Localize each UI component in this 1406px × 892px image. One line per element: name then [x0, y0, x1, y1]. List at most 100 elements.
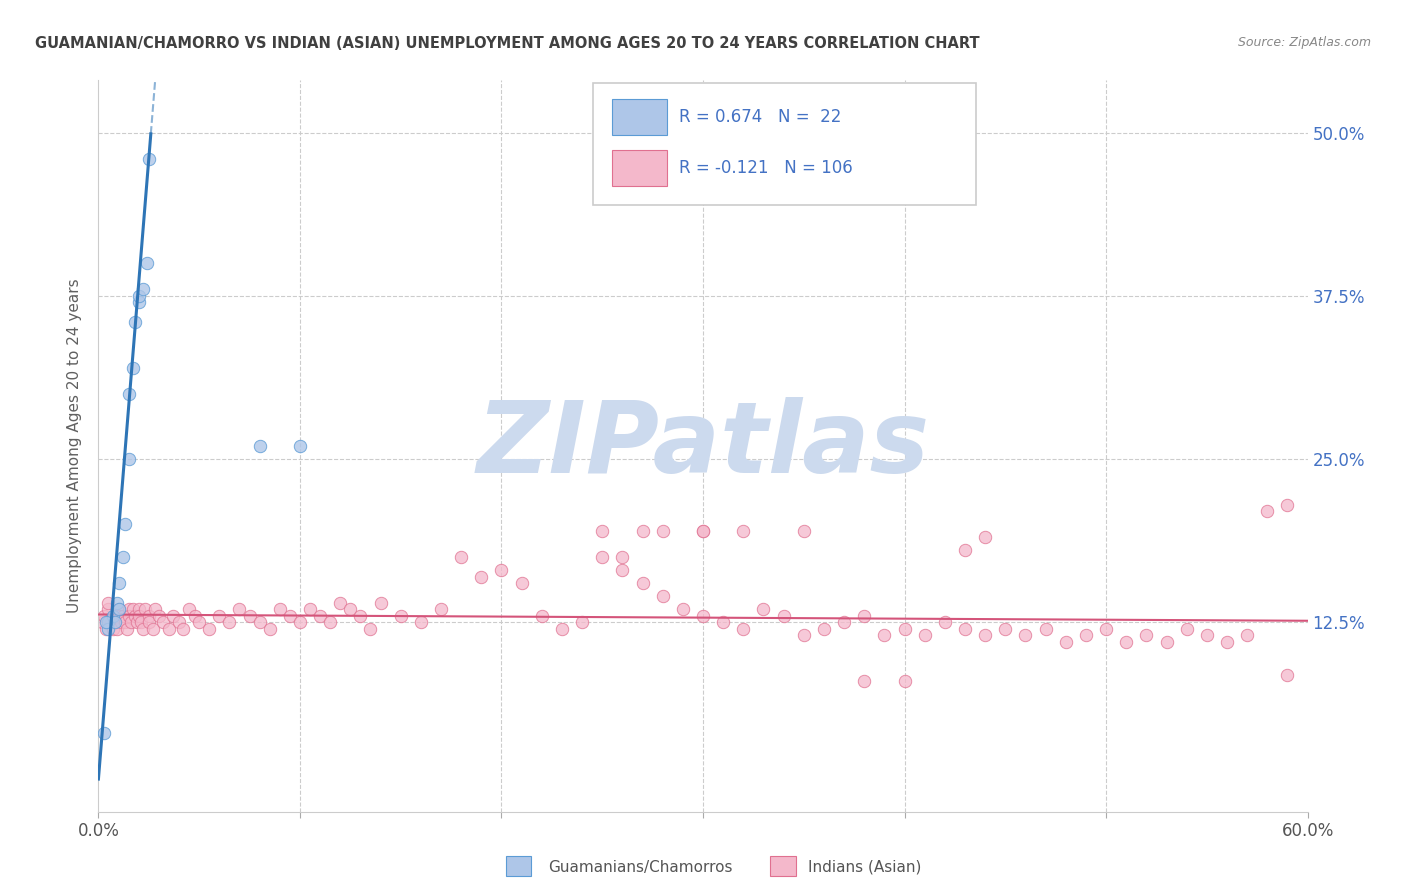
Point: [591, 549, 613, 564]
Point: [132, 622, 155, 636]
Point: [96, 615, 118, 630]
Point: [152, 615, 174, 630]
Point: [118, 608, 141, 623]
Point: [934, 615, 956, 630]
Point: [121, 602, 143, 616]
Point: [114, 517, 136, 532]
Point: [103, 608, 125, 623]
Point: [1135, 628, 1157, 642]
Point: [118, 602, 141, 616]
Point: [132, 282, 155, 296]
Point: [128, 608, 150, 623]
Point: [228, 602, 250, 616]
Point: [893, 674, 915, 689]
Point: [974, 628, 997, 642]
Text: ZIPatlas: ZIPatlas: [477, 398, 929, 494]
Point: [184, 608, 207, 623]
Point: [953, 622, 976, 636]
Text: Indians (Asian): Indians (Asian): [808, 860, 922, 874]
Point: [239, 608, 262, 623]
Point: [793, 524, 815, 538]
Point: [450, 549, 472, 564]
Point: [93, 608, 115, 623]
Point: [692, 608, 714, 623]
Point: [612, 563, 634, 577]
Point: [793, 628, 815, 642]
Point: [249, 615, 271, 630]
Point: [93, 726, 115, 740]
Point: [631, 524, 654, 538]
Point: [1216, 635, 1239, 649]
Point: [288, 439, 311, 453]
Point: [91, 615, 114, 630]
Point: [288, 615, 311, 630]
Point: [198, 622, 221, 636]
Point: [118, 452, 141, 467]
Point: [370, 596, 392, 610]
Point: [1035, 622, 1057, 636]
Point: [107, 576, 129, 591]
Point: [105, 596, 128, 610]
Point: [329, 596, 352, 610]
Point: [120, 615, 142, 630]
Point: [142, 622, 165, 636]
Point: [110, 615, 132, 630]
Point: [121, 360, 143, 375]
Point: [125, 615, 148, 630]
Point: [101, 608, 124, 623]
Point: [299, 602, 322, 616]
Point: [1156, 635, 1178, 649]
Point: [138, 615, 160, 630]
Point: [157, 622, 180, 636]
Point: [1256, 504, 1278, 518]
Point: [124, 608, 146, 623]
Text: GUAMANIAN/CHAMORRO VS INDIAN (ASIAN) UNEMPLOYMENT AMONG AGES 20 TO 24 YEARS CORR: GUAMANIAN/CHAMORRO VS INDIAN (ASIAN) UNE…: [35, 36, 980, 51]
Point: [1095, 622, 1118, 636]
Text: Guamanians/Chamorros: Guamanians/Chamorros: [548, 860, 733, 874]
Point: [134, 602, 156, 616]
Point: [571, 615, 593, 630]
Point: [128, 295, 150, 310]
Point: [101, 622, 124, 636]
Point: [1074, 628, 1097, 642]
Point: [107, 602, 129, 616]
Point: [1277, 667, 1299, 681]
Point: [114, 615, 136, 630]
Point: [129, 615, 152, 630]
Point: [953, 543, 976, 558]
Point: [491, 563, 513, 577]
Y-axis label: Unemployment Among Ages 20 to 24 years: Unemployment Among Ages 20 to 24 years: [67, 278, 83, 614]
Point: [430, 602, 453, 616]
Point: [470, 569, 492, 583]
Point: [97, 596, 120, 610]
Point: [349, 608, 371, 623]
Point: [651, 589, 673, 603]
Point: [1014, 628, 1036, 642]
Point: [853, 674, 876, 689]
Point: [188, 615, 211, 630]
Point: [135, 256, 157, 270]
Point: [692, 524, 714, 538]
Point: [97, 622, 120, 636]
Point: [530, 608, 553, 623]
Text: R = 0.674   N =  22: R = 0.674 N = 22: [679, 108, 841, 126]
Point: [138, 152, 160, 166]
Text: R = -0.121   N = 106: R = -0.121 N = 106: [679, 159, 852, 177]
Point: [1175, 622, 1198, 636]
Point: [128, 289, 150, 303]
Point: [832, 615, 855, 630]
Point: [752, 602, 775, 616]
Point: [510, 576, 533, 591]
Point: [97, 615, 120, 630]
Point: [319, 615, 342, 630]
Point: [107, 602, 129, 616]
Point: [103, 615, 125, 630]
Point: [107, 608, 129, 623]
Point: [138, 608, 160, 623]
Point: [672, 602, 695, 616]
Point: [100, 615, 122, 630]
Point: [631, 576, 654, 591]
Point: [259, 622, 281, 636]
Point: [612, 549, 634, 564]
Point: [208, 608, 231, 623]
